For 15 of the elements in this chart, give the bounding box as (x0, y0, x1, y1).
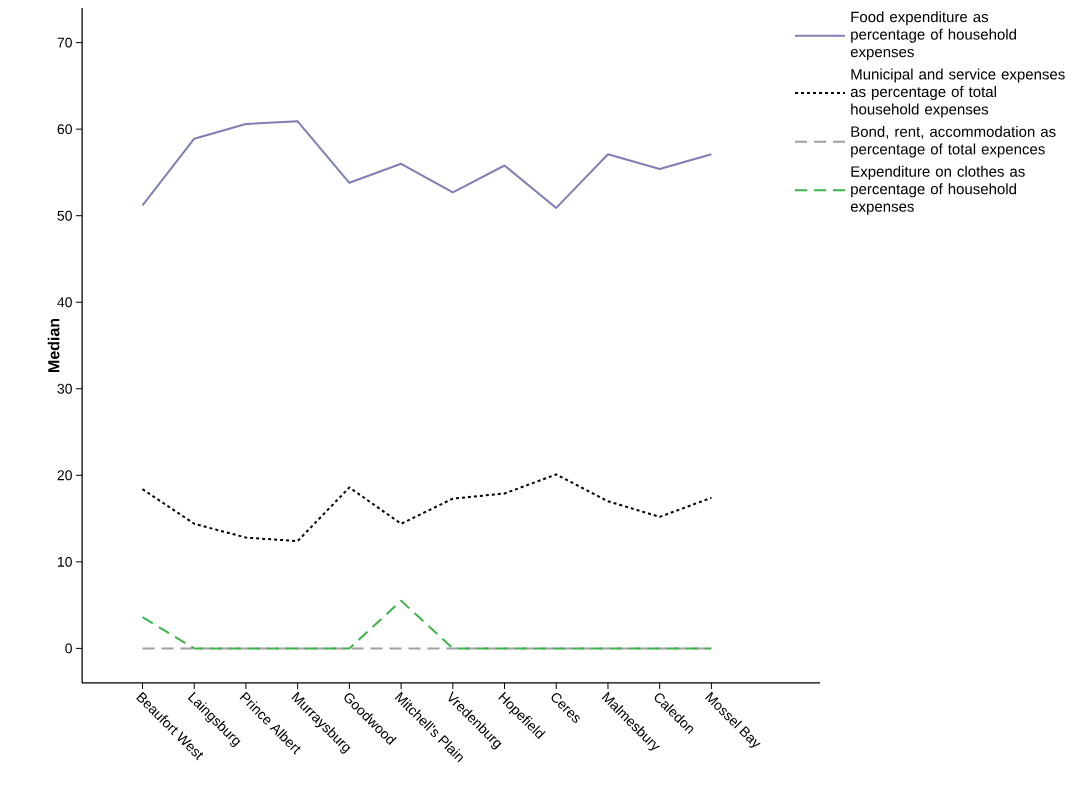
y-tick-label: 30 (57, 383, 72, 394)
line-series (141, 120, 713, 209)
legend-label: Food expenditure as percentage of household expenses (850, 11, 1016, 61)
y-axis-title: Median (47, 318, 60, 372)
y-tick-label: 70 (57, 37, 72, 48)
y-tick-label: 0 (65, 643, 72, 654)
y-tick-label: 60 (57, 124, 72, 135)
y-tick-label: 40 (57, 297, 72, 308)
legend-label: Municipal and service expenses as percentage of total household expenses (850, 68, 1065, 118)
line-series (141, 473, 713, 543)
legend-label: Expenditure on clothes as percentage of household expenses (850, 165, 1025, 215)
legend-label: Bond, rent, accommodation as percentage of total expences (851, 125, 1056, 158)
y-tick-label: 10 (57, 556, 72, 567)
y-tick-label: 20 (57, 470, 72, 481)
y-tick-label: 50 (57, 210, 72, 221)
